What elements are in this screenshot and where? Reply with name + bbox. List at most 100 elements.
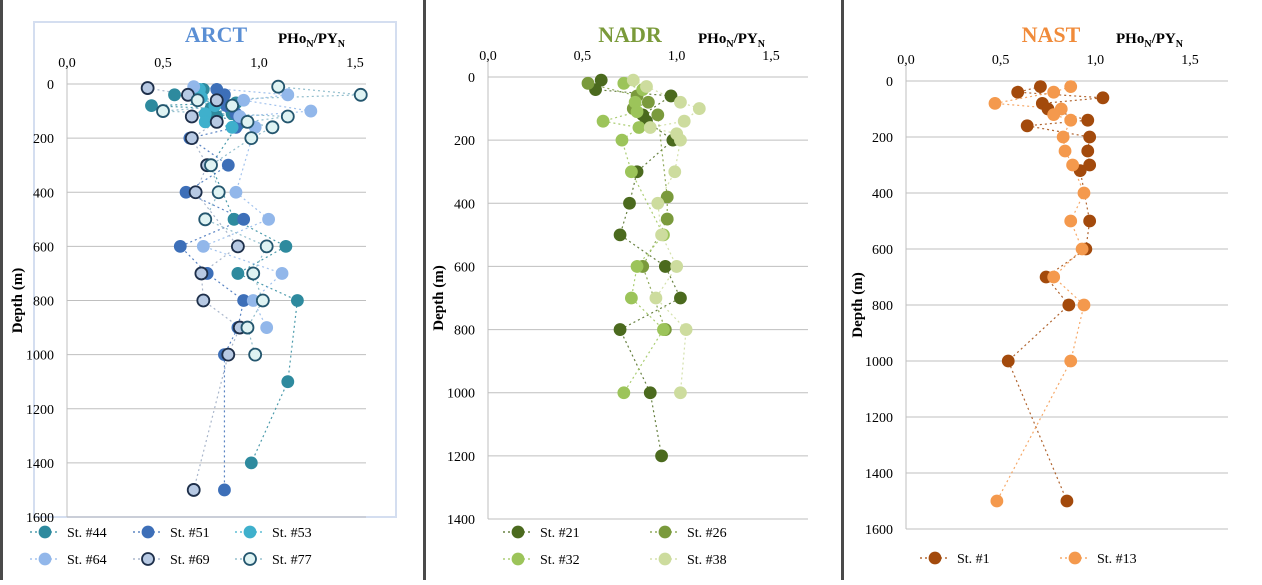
chart-title: NADR xyxy=(598,22,663,47)
y-axis-title: Depth (m) xyxy=(850,272,866,337)
data-point-st77 xyxy=(255,293,270,308)
x-axis-title-subscript: N xyxy=(726,39,734,50)
data-point-st77 xyxy=(280,109,295,124)
data-point-st21 xyxy=(658,260,672,273)
data-point-st38 xyxy=(674,386,687,400)
x-axis-title-subscript: N xyxy=(338,39,346,50)
data-point-st64 xyxy=(196,239,210,253)
legend-marker xyxy=(658,525,672,539)
data-point-st26 xyxy=(641,95,655,109)
data-point-st44 xyxy=(145,99,158,113)
x-tick-label: 0,0 xyxy=(897,53,915,68)
y-tick-label: 400 xyxy=(872,187,893,202)
data-point-st1 xyxy=(1083,130,1097,144)
legend-label: St. #64 xyxy=(67,553,107,568)
data-point-st32 xyxy=(630,260,644,273)
y-tick-label: 200 xyxy=(454,134,475,149)
data-point-st1 xyxy=(1083,158,1097,172)
legend-marker xyxy=(928,551,942,565)
data-point-st69 xyxy=(196,293,211,308)
data-point-st69 xyxy=(184,109,199,124)
data-point-st13 xyxy=(1066,158,1080,172)
data-point-st77 xyxy=(248,347,263,362)
data-point-st69 xyxy=(209,93,224,108)
data-point-st38 xyxy=(668,165,682,179)
legend-marker xyxy=(511,552,525,566)
x-tick-label: 0,5 xyxy=(154,56,172,71)
y-tick-label: 1200 xyxy=(26,403,54,418)
legend-label: St. #51 xyxy=(170,526,210,541)
left-border xyxy=(0,0,3,580)
y-axis-title: Depth (m) xyxy=(10,268,26,333)
x-axis-title: PHoN/PYN xyxy=(698,31,766,50)
series-line-st64 xyxy=(193,86,311,328)
data-point-st21 xyxy=(613,228,627,242)
data-point-st1 xyxy=(1096,91,1110,105)
data-point-st38 xyxy=(649,291,663,305)
data-point-st32 xyxy=(624,291,638,305)
data-point-st13 xyxy=(1047,270,1061,284)
data-point-st51 xyxy=(237,212,251,226)
data-point-st13 xyxy=(1077,186,1091,200)
legend-marker xyxy=(658,552,672,566)
data-point-st38 xyxy=(626,73,640,87)
series-line-st77 xyxy=(162,86,361,355)
y-axis-title: Depth (m) xyxy=(431,265,447,330)
chart-title: NAST xyxy=(1022,22,1081,47)
y-tick-label: 600 xyxy=(872,243,893,258)
x-tick-label: 1,0 xyxy=(668,49,686,64)
legend-marker xyxy=(38,525,52,539)
data-point-st13 xyxy=(1064,214,1078,228)
legend-label: St. #38 xyxy=(687,553,727,568)
data-point-st51 xyxy=(173,239,187,253)
data-point-st38 xyxy=(643,121,657,134)
data-point-st77 xyxy=(190,93,205,108)
legend-label: St. #44 xyxy=(67,526,107,541)
x-axis-title-subscript: N xyxy=(758,39,766,50)
legend-label: St. #26 xyxy=(687,526,727,541)
data-point-st77 xyxy=(265,120,280,135)
data-point-st13 xyxy=(1064,80,1078,93)
y-tick-label: 0 xyxy=(468,71,475,86)
data-point-st1 xyxy=(1081,113,1095,127)
legend-marker xyxy=(141,525,155,539)
data-point-st32 xyxy=(596,114,610,128)
data-point-st38 xyxy=(655,228,668,242)
data-point-st13 xyxy=(1077,298,1091,312)
x-axis-title-part: /PY xyxy=(313,31,338,47)
data-point-st44 xyxy=(281,375,295,389)
x-tick-label: 1,0 xyxy=(1087,53,1105,68)
x-tick-label: 1,5 xyxy=(1181,53,1199,68)
data-point-st38 xyxy=(674,95,687,109)
y-tick-label: 1000 xyxy=(26,349,54,364)
data-point-st13 xyxy=(990,494,1004,508)
legend-marker xyxy=(243,552,257,566)
y-tick-label: 1600 xyxy=(865,523,893,538)
data-point-st13 xyxy=(1056,130,1070,144)
data-point-st69 xyxy=(221,347,236,362)
data-point-st1 xyxy=(1011,85,1025,99)
data-point-st77 xyxy=(259,239,274,254)
y-tick-label: 1000 xyxy=(447,387,475,402)
x-axis-title-part: PHo xyxy=(698,31,726,47)
series-line-st21 xyxy=(594,79,682,456)
data-point-st53 xyxy=(225,120,239,134)
data-point-st21 xyxy=(674,291,687,305)
data-point-st13 xyxy=(1064,113,1078,127)
data-point-st13 xyxy=(1047,108,1061,121)
legend-marker xyxy=(243,525,257,539)
data-point-st44 xyxy=(290,294,304,307)
data-point-st38 xyxy=(677,114,691,128)
data-point-st77 xyxy=(246,266,261,281)
data-point-st38 xyxy=(651,196,665,210)
x-axis-title-part: /PY xyxy=(733,31,758,47)
y-tick-label: 1400 xyxy=(865,467,893,482)
data-point-st32 xyxy=(657,323,670,336)
data-point-st32 xyxy=(617,386,631,400)
panel-nast: 0 200 400 600 800 1000 1200 1400 1600 0,0 0,5 1,0 1,… xyxy=(850,22,1228,567)
legend-marker xyxy=(511,525,525,539)
data-point-st32 xyxy=(615,133,629,147)
x-axis-title-subscript: N xyxy=(306,39,314,50)
x-axis-title-subscript: N xyxy=(1144,39,1152,50)
